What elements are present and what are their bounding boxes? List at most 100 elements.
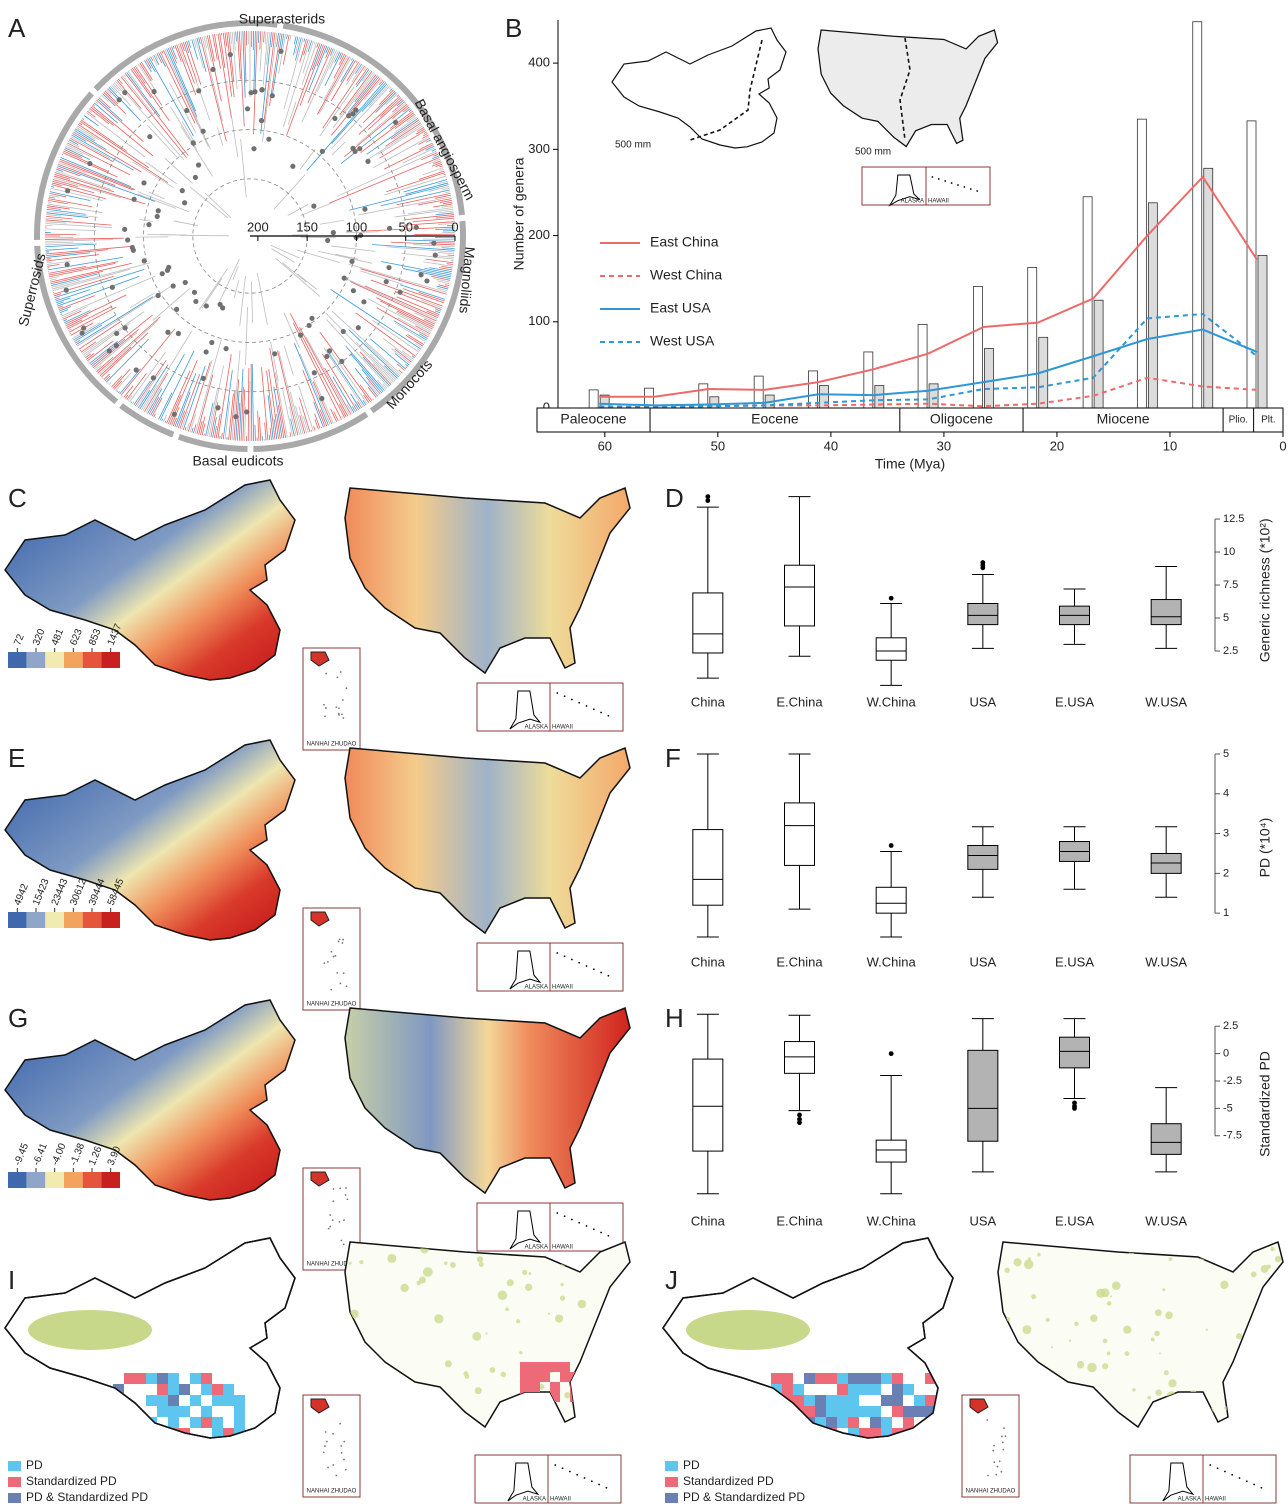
inset-dot	[600, 1232, 602, 1234]
inset-dot	[325, 1431, 327, 1433]
hotspot-cell	[881, 1428, 892, 1439]
green-spot	[485, 1332, 487, 1334]
node-dot	[182, 200, 187, 205]
hotspot-cell	[540, 1362, 550, 1372]
branch	[433, 154, 438, 156]
branch	[132, 68, 169, 121]
inset-dot	[332, 1200, 334, 1202]
green-spot	[433, 1416, 439, 1422]
branch	[276, 258, 320, 296]
colorbar-label: 72	[12, 632, 27, 647]
y-tick-label: 2.5	[1223, 1020, 1238, 1032]
branch	[441, 206, 452, 208]
green-spot	[1054, 1396, 1061, 1403]
inset-dot	[578, 962, 580, 964]
inset-dot	[578, 1222, 580, 1224]
hotspot-cell	[848, 1395, 859, 1406]
branch	[185, 42, 189, 53]
x-tick-label: E.USA	[1055, 1213, 1094, 1228]
green-spot	[555, 1314, 563, 1322]
branch	[185, 427, 186, 430]
hotspot-cell	[771, 1439, 782, 1450]
node-dot	[384, 279, 389, 284]
branch	[147, 125, 177, 157]
inset-dot	[608, 1235, 610, 1237]
node-dot	[298, 333, 303, 338]
hotspot-cell	[234, 1417, 245, 1428]
hotspot-cell	[892, 1373, 903, 1384]
outlier	[889, 1051, 894, 1056]
bar	[589, 390, 598, 408]
epoch-label: Miocene	[1097, 411, 1150, 427]
node-dot	[204, 303, 209, 308]
green-spot	[465, 1374, 469, 1378]
hotspot-cell	[540, 1392, 550, 1402]
panel-label: I	[8, 1265, 15, 1295]
legend-swatch	[8, 1477, 21, 1487]
legend-label: PD	[26, 1458, 43, 1472]
hotspot-cell	[782, 1384, 793, 1395]
branch	[383, 384, 387, 389]
colorbar-cell	[64, 652, 83, 668]
hotspot-cell	[540, 1372, 550, 1382]
y-tick-label: 300	[528, 141, 550, 156]
x-tick-label: W.China	[867, 1213, 917, 1228]
line	[599, 177, 1257, 397]
green-spot	[355, 1386, 362, 1393]
branch	[297, 250, 340, 263]
green-spot	[1128, 1247, 1135, 1254]
colorbar-cell	[101, 912, 120, 928]
legend-label: PD & Standardized PD	[26, 1490, 148, 1504]
branch	[423, 239, 455, 240]
hotspot-cell	[135, 1373, 146, 1384]
x-tick-label: E.China	[776, 1213, 823, 1228]
hotspot-cell	[870, 1406, 881, 1417]
green-spot	[1210, 1424, 1216, 1430]
branch	[96, 357, 113, 372]
inset-dot	[1239, 1477, 1241, 1479]
colorbar-cell	[27, 652, 46, 668]
branch	[192, 428, 193, 433]
node-dot	[325, 238, 330, 243]
colorbar-label: 320	[31, 627, 48, 647]
branch	[356, 342, 395, 381]
y-tick-label: 5	[1223, 748, 1229, 760]
hotspot-cell	[859, 1373, 870, 1384]
branch	[355, 404, 359, 410]
hotspot-cell	[190, 1395, 201, 1406]
hotspot-cell	[146, 1439, 157, 1450]
colorbar-label: -9.45	[12, 1141, 31, 1167]
node-dot	[122, 90, 127, 95]
green-spot	[489, 1367, 495, 1373]
inset-dot	[1001, 1471, 1003, 1473]
green-spot	[625, 1370, 630, 1375]
node-dot	[64, 288, 69, 293]
branch	[113, 369, 130, 388]
node-dot	[110, 285, 115, 290]
branch	[63, 319, 67, 321]
green-spot	[618, 1331, 620, 1333]
branch	[50, 279, 57, 280]
colorbar-cell	[101, 1172, 120, 1188]
inset-dot	[333, 956, 335, 958]
hotspot-cell	[223, 1384, 234, 1395]
branch	[45, 242, 73, 243]
node-dot	[183, 280, 188, 285]
hotspot-cell	[914, 1428, 925, 1439]
hotspot-cell	[826, 1373, 837, 1384]
inset-dot	[338, 713, 340, 715]
x-tick-label: 30	[937, 438, 951, 453]
inset-dot	[571, 1219, 573, 1221]
inset-dot	[323, 962, 325, 964]
usa-map	[345, 748, 630, 933]
hotspot-cell	[212, 1395, 223, 1406]
colorbar-label: 4942	[12, 882, 31, 907]
branch	[47, 255, 99, 261]
inset-dot	[591, 1480, 593, 1482]
hotspot-cell	[848, 1406, 859, 1417]
hotspot-cell	[212, 1439, 223, 1450]
node-dot	[132, 197, 137, 202]
inset-dot	[346, 985, 348, 987]
hotspot-cell	[815, 1373, 826, 1384]
tree: 200150100500SuperasteridsBasal angiosper…	[15, 11, 479, 469]
